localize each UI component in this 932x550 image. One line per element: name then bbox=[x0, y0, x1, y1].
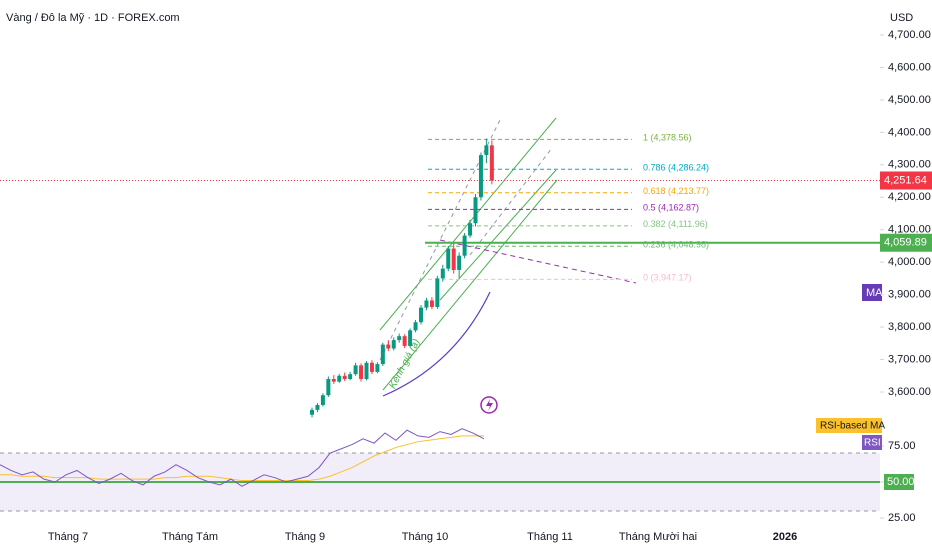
y-tick-label: 3,600.00 bbox=[888, 386, 931, 398]
ma-tag bbox=[862, 284, 882, 301]
rsi-mid-tag bbox=[884, 474, 914, 490]
x-tick-label: Tháng Mười hai bbox=[619, 531, 697, 543]
candle-body bbox=[402, 336, 407, 346]
rsi-tick-label: 50.00 bbox=[887, 476, 915, 488]
rsi-label: RSI bbox=[864, 438, 881, 449]
y-tick-label: 4,200.00 bbox=[888, 191, 931, 203]
x-tick-label: Tháng 7 bbox=[48, 531, 88, 543]
fib-label: 0.5 (4,162.87) bbox=[643, 203, 699, 213]
rsi-ma-label: RSI-based MA bbox=[820, 421, 885, 432]
y-tick-label: 3,900.00 bbox=[888, 289, 931, 301]
candle-body bbox=[429, 300, 434, 307]
last-price-tag bbox=[880, 171, 932, 190]
candle-body bbox=[331, 379, 336, 382]
currency: USD bbox=[890, 12, 913, 24]
fib-label: 0.618 (4,213.77) bbox=[643, 186, 709, 196]
candle-body bbox=[473, 197, 478, 224]
candle-body bbox=[337, 375, 342, 382]
y-tick-label: 4,600.00 bbox=[888, 61, 931, 73]
y-tick-label: 3,800.00 bbox=[888, 321, 931, 333]
candle-body bbox=[359, 365, 364, 380]
x-tick-label: Tháng 10 bbox=[402, 531, 448, 543]
channel-line bbox=[379, 117, 557, 331]
chart-title: Vàng / Đô la Mỹ · 1D · FOREX.com bbox=[6, 12, 180, 24]
fib-label: 0.786 (4,286.24) bbox=[643, 163, 709, 173]
candle-body bbox=[353, 365, 358, 375]
candle-body bbox=[315, 404, 320, 410]
candle-body bbox=[408, 330, 413, 346]
candle-body bbox=[391, 340, 396, 349]
x-tick-label: Tháng 11 bbox=[527, 531, 573, 543]
candle-body bbox=[462, 235, 467, 256]
x-tick-label: Tháng 9 bbox=[285, 531, 325, 543]
channel-line bbox=[382, 179, 558, 391]
fib-label: 0.382 (4,111.96) bbox=[643, 219, 708, 229]
candle-body bbox=[386, 344, 391, 349]
candle-body bbox=[457, 255, 462, 270]
candle-body bbox=[342, 375, 347, 380]
fib-label: 0.236 (4,048.98) bbox=[643, 240, 709, 250]
rsi-tick-label: 25.00 bbox=[888, 512, 916, 524]
rsi-ma-tag bbox=[816, 418, 882, 433]
candle-body bbox=[489, 145, 494, 181]
y-tick-label: 4,500.00 bbox=[888, 94, 931, 106]
candle-body bbox=[326, 379, 331, 396]
y-tick-label: 4,400.00 bbox=[888, 126, 931, 138]
candle-body bbox=[440, 268, 445, 279]
x-tick-label: Tháng Tám bbox=[162, 531, 218, 543]
candle-body bbox=[478, 155, 483, 198]
candle-body bbox=[397, 336, 402, 341]
candle-body bbox=[435, 278, 440, 307]
rsi-tag bbox=[862, 435, 882, 450]
projection-line bbox=[439, 239, 637, 284]
candle-body bbox=[348, 374, 353, 380]
x-tick-label: 2026 bbox=[773, 531, 797, 543]
y-tick-label: 4,100.00 bbox=[888, 224, 931, 236]
trend-line bbox=[469, 147, 553, 256]
candle-body bbox=[375, 364, 380, 372]
alert-icon bbox=[480, 396, 498, 414]
support-tag bbox=[880, 233, 932, 252]
fib-label: 1 (4,378.56) bbox=[643, 133, 692, 143]
rsi-line bbox=[0, 428, 485, 487]
support-label: 4,059.89 bbox=[884, 237, 927, 249]
rsi-tick-label: 75.00 bbox=[888, 440, 916, 452]
candle-body bbox=[484, 145, 489, 156]
candle-body bbox=[369, 362, 374, 372]
candle-body bbox=[446, 248, 451, 269]
ma-line bbox=[382, 291, 491, 397]
candle-body bbox=[424, 300, 429, 308]
candle-body bbox=[364, 362, 369, 380]
candle-body bbox=[451, 248, 456, 270]
alert-bolt bbox=[486, 399, 493, 411]
fib-label: 0 (3,947.17) bbox=[643, 273, 692, 283]
candle-body bbox=[413, 322, 418, 331]
y-tick-label: 4,300.00 bbox=[888, 159, 931, 171]
last-price-label: 4,251.64 bbox=[884, 174, 927, 186]
y-tick-label: 4,000.00 bbox=[888, 256, 931, 268]
y-tick-label: 3,700.00 bbox=[888, 353, 931, 365]
candle-body bbox=[310, 409, 314, 415]
candle-body bbox=[468, 223, 473, 236]
rsi-ma-line bbox=[0, 435, 484, 482]
ma-label: MA bbox=[866, 287, 883, 299]
candle-body bbox=[320, 395, 325, 405]
candle-body bbox=[380, 344, 385, 365]
y-tick-label: 4,700.00 bbox=[888, 29, 931, 41]
candle-body bbox=[419, 307, 423, 323]
